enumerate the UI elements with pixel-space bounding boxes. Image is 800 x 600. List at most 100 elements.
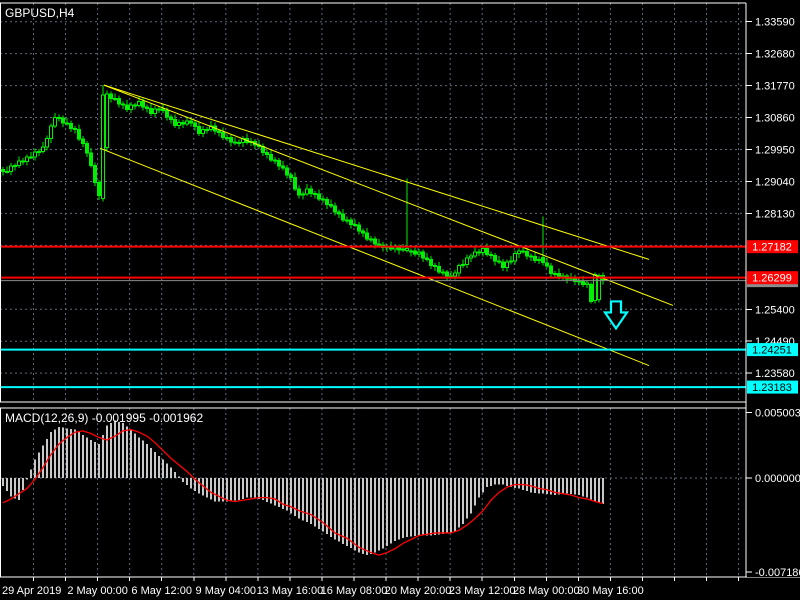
macd-bar <box>210 478 212 500</box>
macd-bar <box>162 459 164 478</box>
macd-bar <box>106 425 108 478</box>
price-axis-label: 1.28130 <box>755 208 795 220</box>
price-level-badge[interactable] <box>747 271 798 285</box>
macd-bar <box>598 478 600 503</box>
candle-body-bear <box>425 257 429 260</box>
candle-body-bear <box>85 143 89 154</box>
macd-bar <box>230 478 232 502</box>
candle-body-bear <box>121 103 125 106</box>
macd-bar <box>482 478 484 493</box>
macd-bar <box>78 432 80 478</box>
macd-bar <box>206 478 208 498</box>
price-level-badge[interactable] <box>747 343 798 357</box>
macd-bar <box>458 478 460 528</box>
time-axis[interactable]: 29 Apr 2019 2 May 00:00 6 May 12:00 9 May 0… <box>2 577 740 597</box>
macd-bar <box>582 478 584 497</box>
candle-body-bull <box>5 170 9 173</box>
candle-body-bull <box>405 247 409 251</box>
macd-bar <box>374 478 376 553</box>
macd-bar <box>258 478 260 499</box>
macd-bar <box>494 478 496 485</box>
macd-bar <box>438 478 440 535</box>
candle-body-bear <box>421 251 425 259</box>
macd-bar <box>302 478 304 521</box>
macd-bar <box>222 478 224 502</box>
macd-bar <box>102 434 104 478</box>
price-level-badge-label: 1.24251 <box>752 345 792 357</box>
candle-body-bear <box>149 107 153 115</box>
channel-lower[interactable] <box>99 147 650 366</box>
time-axis-label: 28 May 00:00 <box>513 585 580 597</box>
candle-body-bull <box>301 193 305 196</box>
macd-bar <box>202 478 204 496</box>
macd-axis-label: -0.007186 <box>755 567 800 579</box>
candle-body-bear <box>21 160 25 163</box>
time-axis-label: 29 Apr 2019 <box>2 585 61 597</box>
macd-bar <box>18 478 20 501</box>
candle-body-bull <box>417 251 421 255</box>
macd-bar <box>110 423 112 478</box>
candle-body-bull <box>37 150 41 153</box>
candle-body-bear <box>125 104 129 111</box>
macd-bar <box>170 467 172 478</box>
price-level-badge[interactable] <box>747 380 798 394</box>
sell-arrow-down-icon[interactable] <box>602 300 630 331</box>
macd-bar <box>390 478 392 544</box>
candle-body-bull <box>153 108 157 115</box>
candle-body-bull <box>49 125 53 140</box>
candle-body-bear <box>77 128 81 140</box>
candle-body-bear <box>113 97 117 100</box>
time-axis-label: 2 May 00:00 <box>67 585 128 597</box>
macd-bar <box>198 478 200 494</box>
candle-body-bull <box>517 250 521 255</box>
candle-body-bear <box>525 250 529 257</box>
candle-body-bull <box>505 261 509 268</box>
macd-axis-label: 0.005003 <box>755 408 800 420</box>
macd-bar <box>298 478 300 519</box>
upper-trendline[interactable] <box>103 84 650 260</box>
candle-body-bear <box>169 116 173 120</box>
price-level-badge[interactable] <box>747 240 798 254</box>
candle-body-bear <box>65 122 69 125</box>
candle-body-bull <box>453 272 457 277</box>
price-axis-label: 1.30860 <box>755 113 795 125</box>
macd-bar <box>6 478 8 492</box>
candle-body-bear <box>325 198 329 206</box>
macd-bar <box>394 478 396 541</box>
macd-signal-line <box>2 428 604 556</box>
candle-body-bull <box>129 104 133 111</box>
macd-bar <box>566 478 568 494</box>
candle-body-bear <box>433 264 437 268</box>
macd-bar <box>546 478 548 495</box>
candle-body-bull <box>401 248 405 251</box>
macd-bar <box>406 478 408 537</box>
macd-bar <box>22 478 24 490</box>
macd-bar <box>358 478 360 553</box>
macd-bar <box>94 442 96 478</box>
symbol-timeframe-label: GBPUSD,H4 <box>5 6 75 20</box>
price-axis[interactable]: 1.33590 1.32680 1.31770 1.30860 1.29950 1.290… <box>746 0 800 579</box>
candle-body-bear <box>309 188 313 195</box>
macd-bar <box>266 478 268 502</box>
candle-body-bear <box>69 122 73 130</box>
macd-bar <box>178 476 180 478</box>
channel-upper[interactable] <box>103 84 674 306</box>
macd-bar <box>30 469 32 478</box>
macd-bar <box>334 478 336 540</box>
candle-body-bull <box>593 273 597 302</box>
macd-bar <box>70 428 72 478</box>
candle-body-bear <box>497 260 501 263</box>
macd-bar <box>542 478 544 494</box>
candle-body-bear <box>57 117 61 120</box>
macd-bar <box>46 438 48 478</box>
candle-body-bull <box>509 260 513 263</box>
time-axis-label: 13 May 16:00 <box>257 585 324 597</box>
macd-bar <box>286 478 288 511</box>
candle-body-bull <box>225 137 229 140</box>
candle-body-bear <box>477 251 481 254</box>
macd-bar <box>66 428 68 478</box>
macd-bar <box>362 478 364 554</box>
candle-body-bull <box>469 255 473 259</box>
macd-bar <box>518 478 520 489</box>
